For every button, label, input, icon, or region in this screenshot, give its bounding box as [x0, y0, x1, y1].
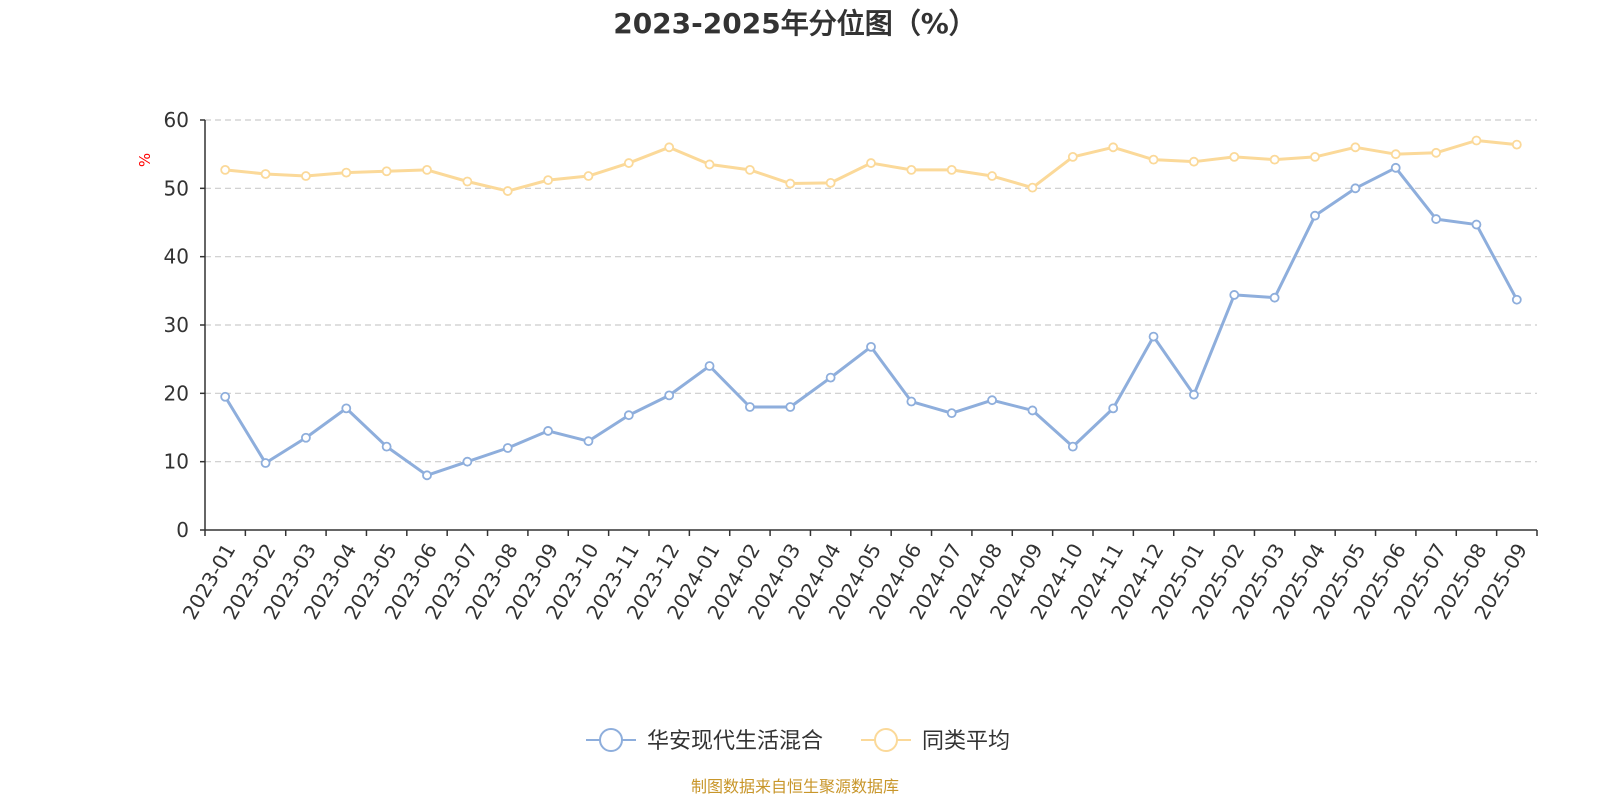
grid-lines	[205, 119, 1537, 463]
data-point[interactable]	[543, 175, 553, 186]
data-point[interactable]	[543, 426, 553, 436]
data-point[interactable]	[785, 178, 796, 189]
data-point[interactable]	[341, 167, 352, 178]
data-point[interactable]	[462, 456, 473, 467]
data-source-note: 制图数据来自恒生聚源数据库	[691, 777, 899, 796]
y-tick-label: 0	[176, 518, 189, 542]
data-point[interactable]	[301, 432, 311, 443]
series	[220, 135, 1522, 481]
data-point[interactable]	[825, 177, 836, 188]
data-point[interactable]	[704, 361, 715, 371]
data-point[interactable]	[1310, 151, 1320, 162]
data-point[interactable]	[704, 159, 715, 170]
data-point[interactable]	[422, 470, 432, 481]
data-point[interactable]	[1108, 403, 1119, 414]
chart-title: 2023-2025年分位图（%）	[613, 7, 977, 40]
series-line	[223, 166, 1519, 477]
data-point[interactable]	[381, 166, 392, 177]
legend-marker	[599, 728, 623, 752]
data-point[interactable]	[1350, 183, 1361, 194]
data-point[interactable]	[583, 436, 594, 447]
data-point[interactable]	[1431, 147, 1441, 158]
data-point[interactable]	[220, 391, 231, 402]
data-point[interactable]	[1471, 219, 1482, 230]
y-tick-label: 30	[164, 313, 189, 337]
data-point[interactable]	[1310, 210, 1320, 221]
data-point[interactable]	[623, 158, 634, 168]
data-point[interactable]	[946, 408, 957, 419]
data-point[interactable]	[664, 142, 675, 153]
data-point[interactable]	[1027, 182, 1038, 193]
axes	[200, 119, 1538, 536]
legend[interactable]: 华安现代生活混合 同类平均	[586, 728, 1010, 754]
data-point[interactable]	[866, 341, 876, 352]
data-point[interactable]	[906, 396, 917, 407]
data-point[interactable]	[825, 372, 836, 383]
data-point[interactable]	[1148, 154, 1159, 165]
data-point[interactable]	[1471, 135, 1482, 146]
legend-item-0[interactable]: 华安现代生活混合	[586, 728, 823, 754]
series-0	[220, 162, 1522, 481]
legend-marker	[874, 728, 898, 752]
data-point[interactable]	[1269, 154, 1280, 165]
data-point[interactable]	[1027, 405, 1038, 416]
data-point[interactable]	[583, 171, 594, 181]
data-point[interactable]	[1229, 151, 1240, 162]
data-point[interactable]	[260, 458, 271, 468]
data-point[interactable]	[1108, 142, 1119, 153]
data-point[interactable]	[745, 402, 755, 412]
data-point[interactable]	[1067, 151, 1078, 162]
y-axis-unit: %	[136, 153, 154, 167]
data-point[interactable]	[906, 164, 917, 175]
data-point[interactable]	[1511, 139, 1522, 150]
data-point[interactable]	[664, 390, 675, 401]
series-1	[220, 135, 1522, 196]
data-point[interactable]	[1390, 149, 1401, 160]
data-point[interactable]	[502, 186, 513, 196]
data-point[interactable]	[623, 410, 634, 421]
data-point[interactable]	[260, 169, 271, 179]
data-point[interactable]	[381, 441, 392, 452]
data-point[interactable]	[1390, 162, 1401, 173]
data-point[interactable]	[946, 164, 957, 175]
y-tick-label: 60	[164, 108, 189, 132]
data-point[interactable]	[1431, 214, 1441, 224]
data-point[interactable]	[341, 403, 352, 414]
x-tick-labels: 2023-012023-022023-032023-042023-052023-…	[178, 539, 1532, 623]
data-point[interactable]	[422, 164, 432, 175]
y-tick-label: 10	[164, 450, 189, 474]
legend-label: 华安现代生活混合	[647, 729, 823, 754]
data-point[interactable]	[1511, 294, 1522, 305]
data-point[interactable]	[502, 443, 513, 453]
legend-item-1[interactable]: 同类平均	[861, 728, 1010, 754]
data-point[interactable]	[866, 158, 876, 168]
data-point[interactable]	[785, 402, 796, 412]
data-point[interactable]	[987, 395, 997, 406]
data-point[interactable]	[745, 164, 755, 175]
data-point[interactable]	[220, 164, 231, 175]
data-point[interactable]	[1189, 389, 1199, 400]
data-point[interactable]	[462, 176, 473, 187]
data-point[interactable]	[301, 171, 311, 181]
y-tick-label: 20	[164, 381, 189, 405]
data-point[interactable]	[1229, 290, 1240, 300]
data-point[interactable]	[1189, 156, 1199, 167]
data-point[interactable]	[1269, 292, 1280, 303]
data-point[interactable]	[987, 171, 997, 181]
y-tick-label: 50	[164, 176, 189, 200]
legend-label: 同类平均	[922, 729, 1010, 754]
data-point[interactable]	[1350, 142, 1361, 153]
y-tick-labels: 0 10 20 30 40 50 60	[164, 108, 189, 542]
y-tick-label: 40	[164, 245, 189, 269]
data-point[interactable]	[1067, 441, 1078, 452]
data-point[interactable]	[1148, 331, 1159, 342]
